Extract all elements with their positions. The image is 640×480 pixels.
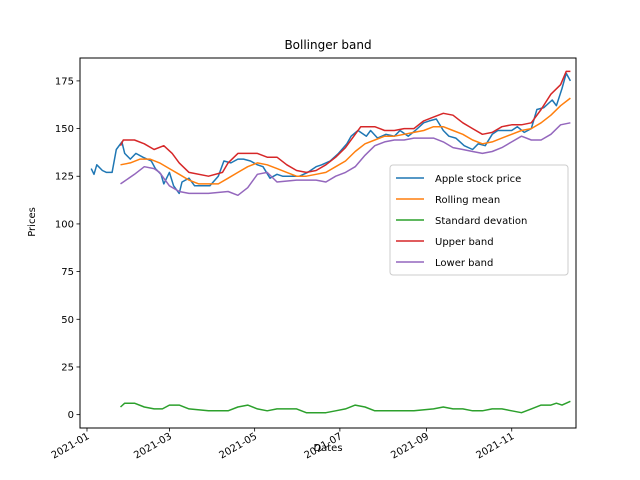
y-tick-label-2: 50 bbox=[61, 315, 74, 326]
y-tick-label-7: 175 bbox=[55, 76, 74, 87]
series-line-1 bbox=[120, 97, 571, 185]
y-tick-label-0: 0 bbox=[68, 410, 74, 421]
y-tick-label-3: 75 bbox=[61, 267, 74, 278]
y-axis-title: Prices bbox=[27, 207, 38, 237]
plot-frame bbox=[79, 57, 577, 429]
y-tick-label-1: 25 bbox=[61, 362, 74, 373]
legend-label-1: Rolling mean bbox=[435, 195, 500, 206]
legend: Apple stock price Rolling mean Standard de… bbox=[389, 164, 569, 276]
series-line-0 bbox=[90, 72, 572, 195]
y-axis: 0 25 50 75 100 125 150 175 bbox=[55, 76, 80, 421]
y-tick-label-5: 125 bbox=[55, 172, 74, 183]
plot-lines bbox=[90, 70, 572, 414]
legend-label-2: Standard devation bbox=[435, 216, 527, 227]
legend-box bbox=[389, 164, 569, 276]
series-line-4 bbox=[120, 122, 571, 197]
series-line-3 bbox=[119, 70, 571, 177]
legend-label-0: Apple stock price bbox=[435, 174, 521, 185]
series-line-2 bbox=[119, 400, 571, 414]
y-tick-label-4: 100 bbox=[55, 219, 74, 230]
x-axis-title: Dates bbox=[313, 443, 342, 454]
legend-label-4: Lower band bbox=[435, 258, 493, 269]
chart-title: Bollinger band bbox=[284, 38, 371, 52]
legend-label-3: Upper band bbox=[435, 237, 494, 248]
y-tick-label-6: 150 bbox=[55, 124, 74, 135]
